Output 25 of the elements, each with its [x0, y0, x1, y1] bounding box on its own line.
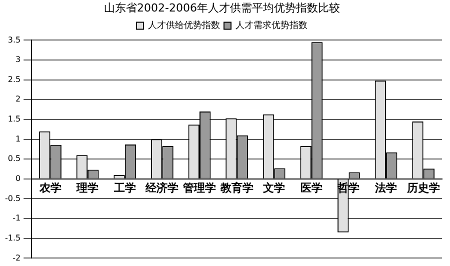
legend-label: 人才需求优势指数	[236, 20, 308, 32]
y-tick-label: -1	[12, 214, 21, 223]
x-tick-label: 理学	[76, 181, 99, 194]
y-tick-label: -2	[12, 253, 21, 262]
y-tick-label: -0.5	[5, 194, 21, 203]
x-tick-label: 医学	[300, 181, 322, 194]
y-tick-label: 0.5	[8, 154, 21, 164]
y-tick-label: 2.5	[8, 74, 21, 84]
x-tick-label: 农学	[38, 181, 62, 194]
y-tick-label: -1.5	[5, 233, 21, 242]
y-tick-label: 2	[16, 94, 21, 104]
x-tick-label: 教育学	[219, 181, 254, 194]
x-tick-label: 管理学	[182, 181, 216, 194]
x-tick-label: 工学	[112, 181, 136, 194]
y-tick-label: 3	[16, 55, 21, 64]
x-tick-label: 历史学	[406, 181, 440, 194]
y-tick-label: 3.5	[8, 35, 21, 44]
y-tick-label: 1.5	[8, 114, 21, 124]
x-tick-label: 法学	[374, 181, 398, 194]
x-tick-label: 经济学	[144, 181, 179, 194]
x-tick-label: 文学	[262, 181, 286, 194]
y-tick-label: 0	[16, 174, 21, 184]
legend-label: 人才供给优势指数	[148, 20, 220, 32]
y-tick-label: 1	[16, 134, 21, 144]
chart-title: 山东省2002-2006年人才供需平均优势指数比较	[104, 1, 340, 14]
